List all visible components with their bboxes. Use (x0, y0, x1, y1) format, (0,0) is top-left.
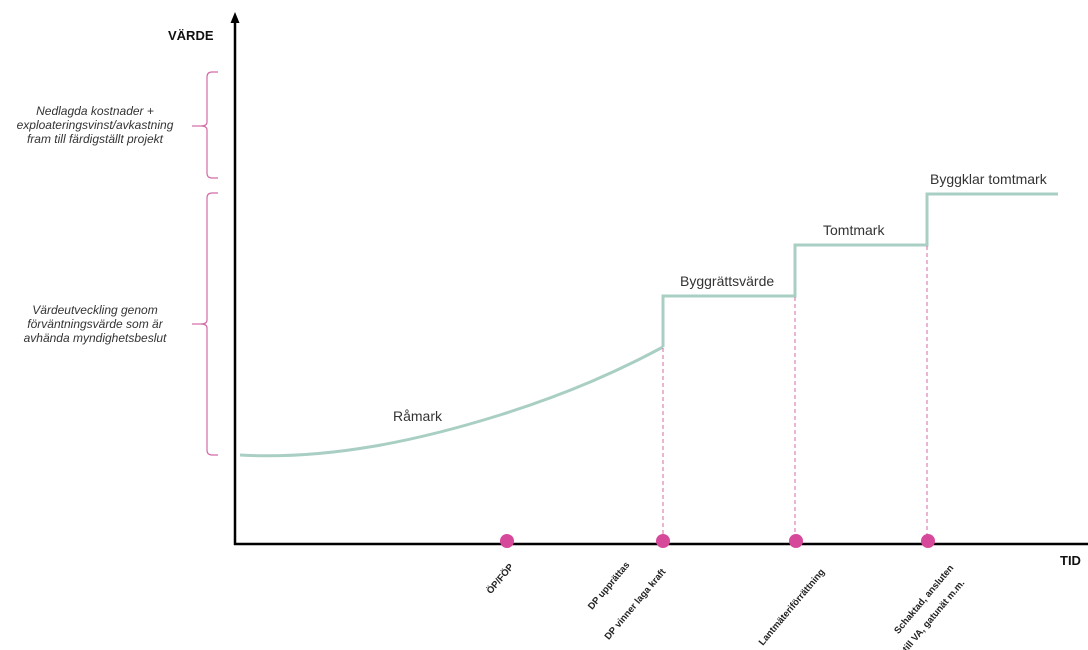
y-axis-arrow-icon (230, 12, 240, 23)
stage-label-ramark: Råmark (393, 408, 443, 424)
milestone-labels: ÖP/FÖP DP upprättas DP vinner laga kraft… (485, 560, 968, 650)
bracket-upper-line: fram till färdigställt projekt (26, 132, 164, 146)
stage-label-byggrattsvarde: Byggrättsvärde (680, 273, 774, 289)
stage-labels: Råmark Byggrättsvärde Tomtmark Byggklar … (393, 171, 1048, 424)
x-axis-title: TID (1060, 553, 1081, 568)
stage-label-tomtmark: Tomtmark (823, 222, 885, 238)
bracket-upper-text: Nedlagda kostnader + exploateringsvinst/… (0, 104, 190, 146)
curve-ramark (239, 345, 664, 458)
milestone-label-op: ÖP/FÖP (485, 561, 517, 596)
milestone-markers (500, 534, 935, 548)
milestone-marker-schaktad (921, 534, 935, 548)
stage-label-byggklar-tomtmark: Byggklar tomtmark (930, 171, 1048, 187)
bracket-lower (200, 192, 218, 456)
curve-steps (661, 192, 1058, 347)
milestone-marker-lantmateri (789, 534, 803, 548)
milestone-marker-dp (656, 534, 670, 548)
milestone-label-lantmateri: Lantmäteriförrättning (757, 567, 828, 648)
bracket-upper-line: exploateringsvinst/avkastning (16, 118, 174, 132)
bracket-lower-line: Värdeutveckling genom (32, 303, 158, 317)
milestone-guides (662, 246, 928, 540)
axes: VÄRDE TID (168, 12, 1088, 568)
bracket-lower-line: avhända myndighetsbeslut (23, 331, 167, 345)
bracket-upper (200, 71, 218, 179)
brackets (192, 71, 218, 456)
bracket-upper-line: Nedlagda kostnader + (36, 104, 154, 118)
bracket-lower-line: förväntningsvärde som är (27, 317, 163, 331)
value-curve (239, 192, 1058, 458)
milestone-label-dp-line1: DP upprättas (586, 560, 632, 612)
y-axis-title: VÄRDE (168, 28, 214, 43)
bracket-lower-text: Värdeutveckling genom förväntningsvärde … (0, 303, 190, 345)
milestone-marker-op (500, 534, 514, 548)
